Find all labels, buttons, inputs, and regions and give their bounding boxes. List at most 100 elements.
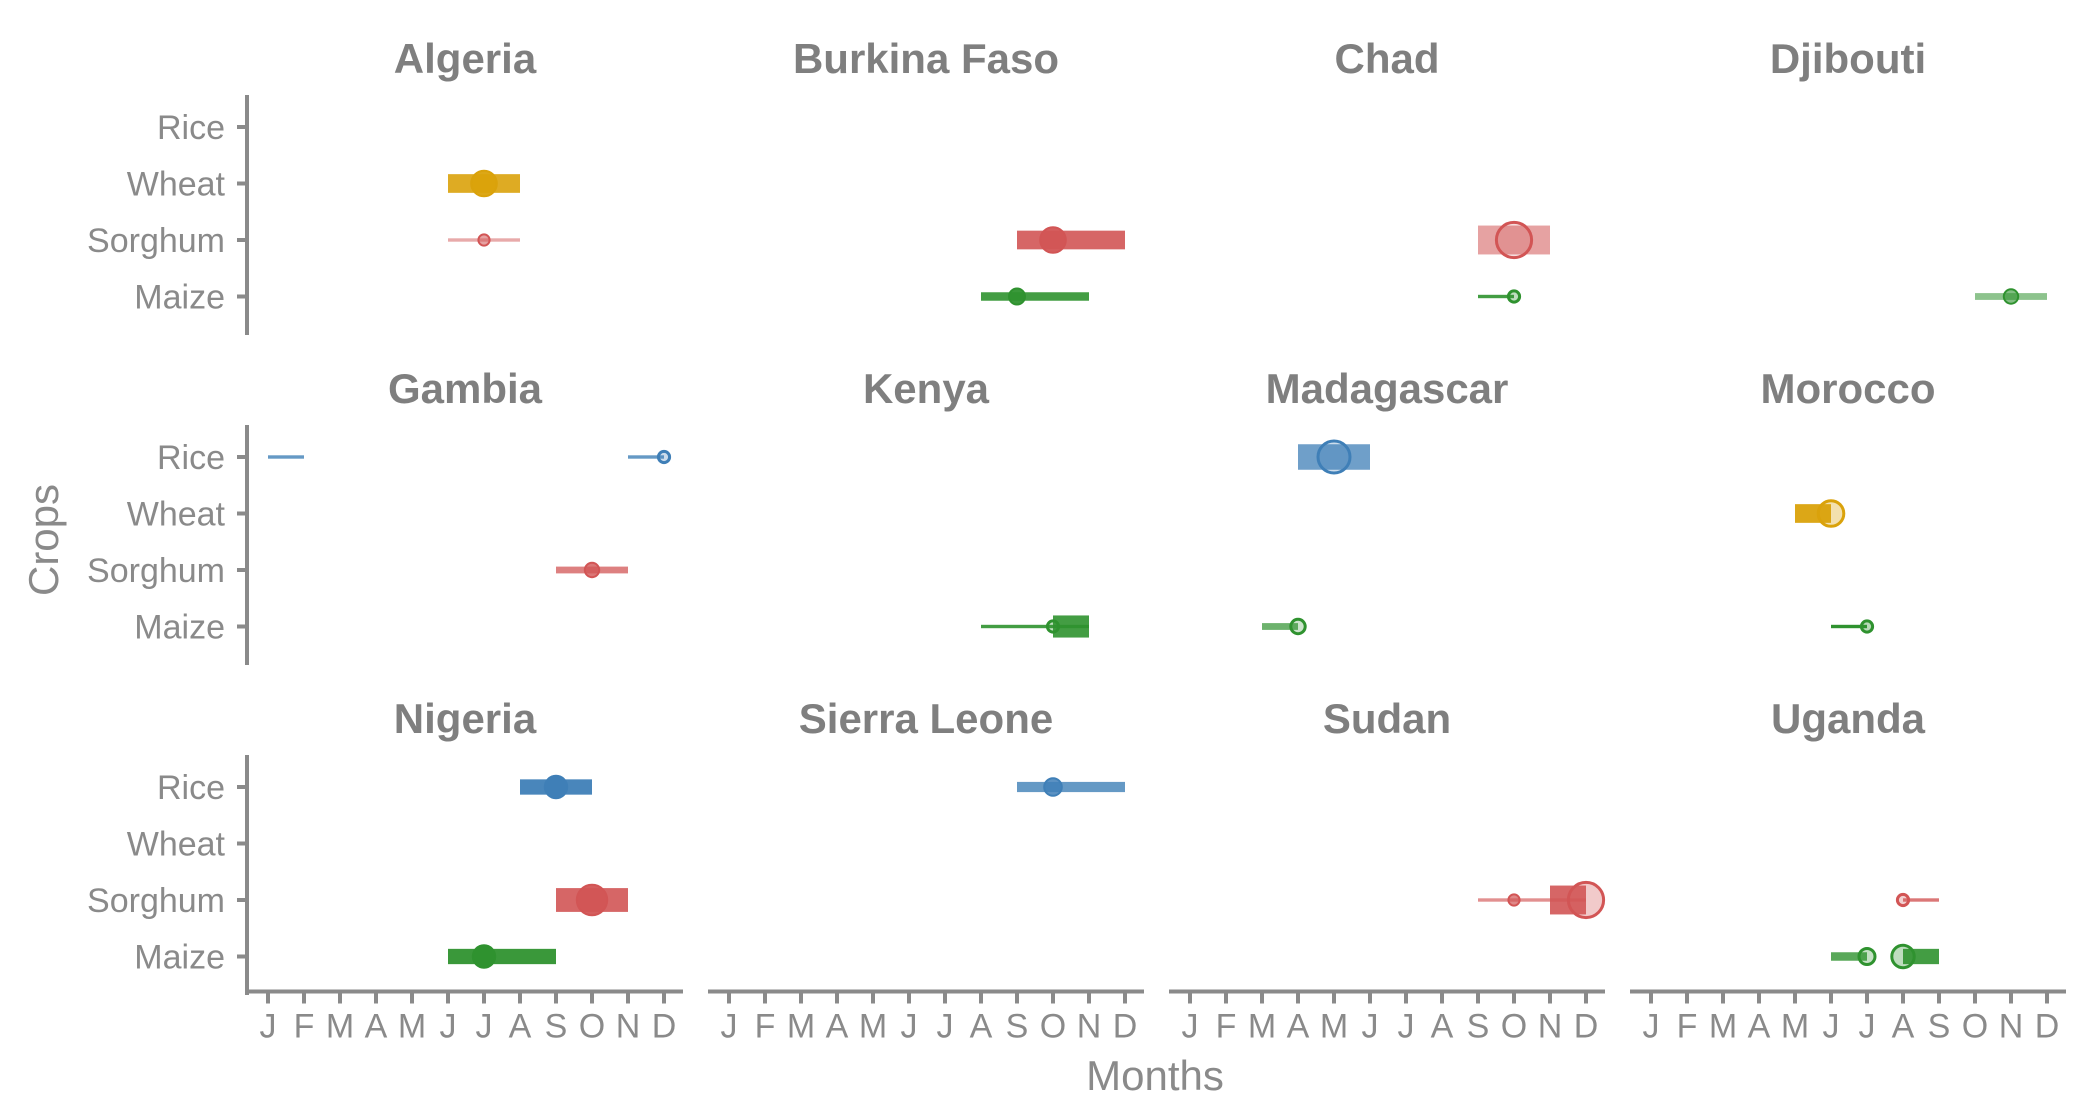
x-tick-label: D [1574, 1008, 1599, 1046]
peak-marker-wheat [470, 169, 498, 198]
peak-marker-sorghum [583, 561, 601, 579]
x-tick-label: A [365, 1008, 388, 1046]
panel-title: Chad [1335, 35, 1440, 82]
range-bar-rice [628, 455, 664, 459]
peak-marker-rice [543, 774, 569, 800]
y-tick-label: Sorghum [87, 552, 225, 590]
peak-marker-rice [1043, 777, 1063, 797]
x-tick-label: A [1892, 1008, 1915, 1046]
x-tick-label: F [755, 1008, 776, 1046]
x-tick-label: A [509, 1008, 532, 1046]
peak-marker-wheat [1816, 499, 1846, 528]
y-tick-label: Sorghum [87, 222, 225, 260]
peak-marker-sorghum [477, 233, 491, 247]
x-tick-label: M [859, 1008, 887, 1046]
panel-chad: Chad [1335, 35, 1550, 304]
range-bar-sorghum [1478, 225, 1550, 255]
panel-madagascar: Madagascar [1262, 365, 1509, 636]
range-bar-rice [1298, 444, 1370, 470]
y-tick-label: Rice [157, 439, 225, 477]
y-axis-title: Crops [20, 484, 67, 596]
y-tick-label: Wheat [127, 826, 226, 864]
range-bar-sorghum [1478, 898, 1586, 902]
y-tick-label: Maize [134, 279, 225, 317]
peak-marker-maize [1506, 289, 1522, 304]
range-bar-wheat [1795, 504, 1831, 523]
panel-kenya: Kenya [863, 365, 1089, 638]
peak-marker-rice [1316, 439, 1352, 475]
x-tick-label: D [652, 1008, 677, 1046]
range-bar-rice [1017, 781, 1125, 793]
x-tick-label: J [1182, 1008, 1199, 1046]
y-tick-label: Wheat [127, 166, 226, 204]
x-tick-label: S [1006, 1008, 1029, 1046]
x-tick-label: N [616, 1008, 641, 1046]
y-tick-label: Rice [157, 109, 225, 147]
x-tick-label: J [1398, 1008, 1415, 1046]
x-tick-label: O [579, 1008, 605, 1046]
x-tick-label: A [826, 1008, 849, 1046]
x-tick-label: S [545, 1008, 568, 1046]
x-tick-label: F [1677, 1008, 1698, 1046]
x-tick-label: D [2035, 1008, 2060, 1046]
range-bar-maize [1053, 615, 1089, 638]
range-bar-maize [981, 624, 1089, 629]
peak-marker-maize [1890, 943, 1916, 970]
x-tick-label: J [260, 1008, 277, 1046]
panel-djibouti: Djibouti [1770, 35, 2047, 305]
panel-title: Djibouti [1770, 35, 1926, 82]
panel-title: Nigeria [394, 695, 537, 742]
panel-title: Sudan [1323, 695, 1451, 742]
x-tick-label: A [1431, 1008, 1454, 1046]
x-tick-label: J [1362, 1008, 1379, 1046]
peak-marker-sorghum [1039, 226, 1067, 254]
range-bar-maize [1831, 952, 1867, 961]
x-tick-label: J [476, 1008, 493, 1046]
x-tick-label: M [398, 1008, 426, 1046]
y-tick-label: Maize [134, 939, 225, 977]
x-tick-label: M [1709, 1008, 1737, 1046]
panel-title: Morocco [1760, 365, 1935, 412]
x-tick-label: M [1781, 1008, 1809, 1046]
range-bar-maize [1478, 294, 1514, 299]
panel-title: Burkina Faso [793, 35, 1059, 82]
x-tick-label: J [901, 1008, 918, 1046]
peak-marker-maize [1859, 619, 1875, 634]
range-bar-maize [1262, 623, 1298, 630]
panel-title: Uganda [1771, 695, 1926, 742]
x-tick-label: S [1928, 1008, 1951, 1046]
range-bar-sorghum [1903, 898, 1939, 902]
x-tick-label: F [294, 1008, 315, 1046]
panel-title: Kenya [863, 365, 990, 412]
y-tick-label: Wheat [127, 496, 226, 534]
peak-marker-sorghum [1507, 893, 1521, 907]
x-tick-label: J [1859, 1008, 1876, 1046]
x-tick-label: M [1320, 1008, 1348, 1046]
x-tick-label: F [1216, 1008, 1237, 1046]
x-tick-label: M [326, 1008, 354, 1046]
x-tick-label: D [1113, 1008, 1138, 1046]
range-bar-maize [1831, 624, 1867, 629]
panel-algeria: Algeria Rice Wheat Sorghum Maize [87, 35, 537, 335]
range-bar-maize [448, 948, 556, 965]
x-tick-label: N [1999, 1008, 2024, 1046]
x-tick-label: N [1077, 1008, 1102, 1046]
panel-title: Madagascar [1266, 365, 1509, 412]
peak-marker-sorghum [1895, 892, 1911, 908]
x-tick-label: M [787, 1008, 815, 1046]
panel-title: Sierra Leone [799, 695, 1053, 742]
x-tick-label: J [440, 1008, 457, 1046]
x-tick-label: J [1823, 1008, 1840, 1046]
x-axis-title: Months [1086, 1052, 1224, 1099]
peak-marker-maize [1857, 947, 1877, 966]
peak-marker-rice [656, 449, 672, 465]
y-tick-label: Maize [134, 609, 225, 647]
range-bar-rice [268, 455, 304, 459]
panel-title: Gambia [388, 365, 543, 412]
peak-marker-maize [1008, 287, 1026, 306]
x-tick-label: N [1538, 1008, 1563, 1046]
